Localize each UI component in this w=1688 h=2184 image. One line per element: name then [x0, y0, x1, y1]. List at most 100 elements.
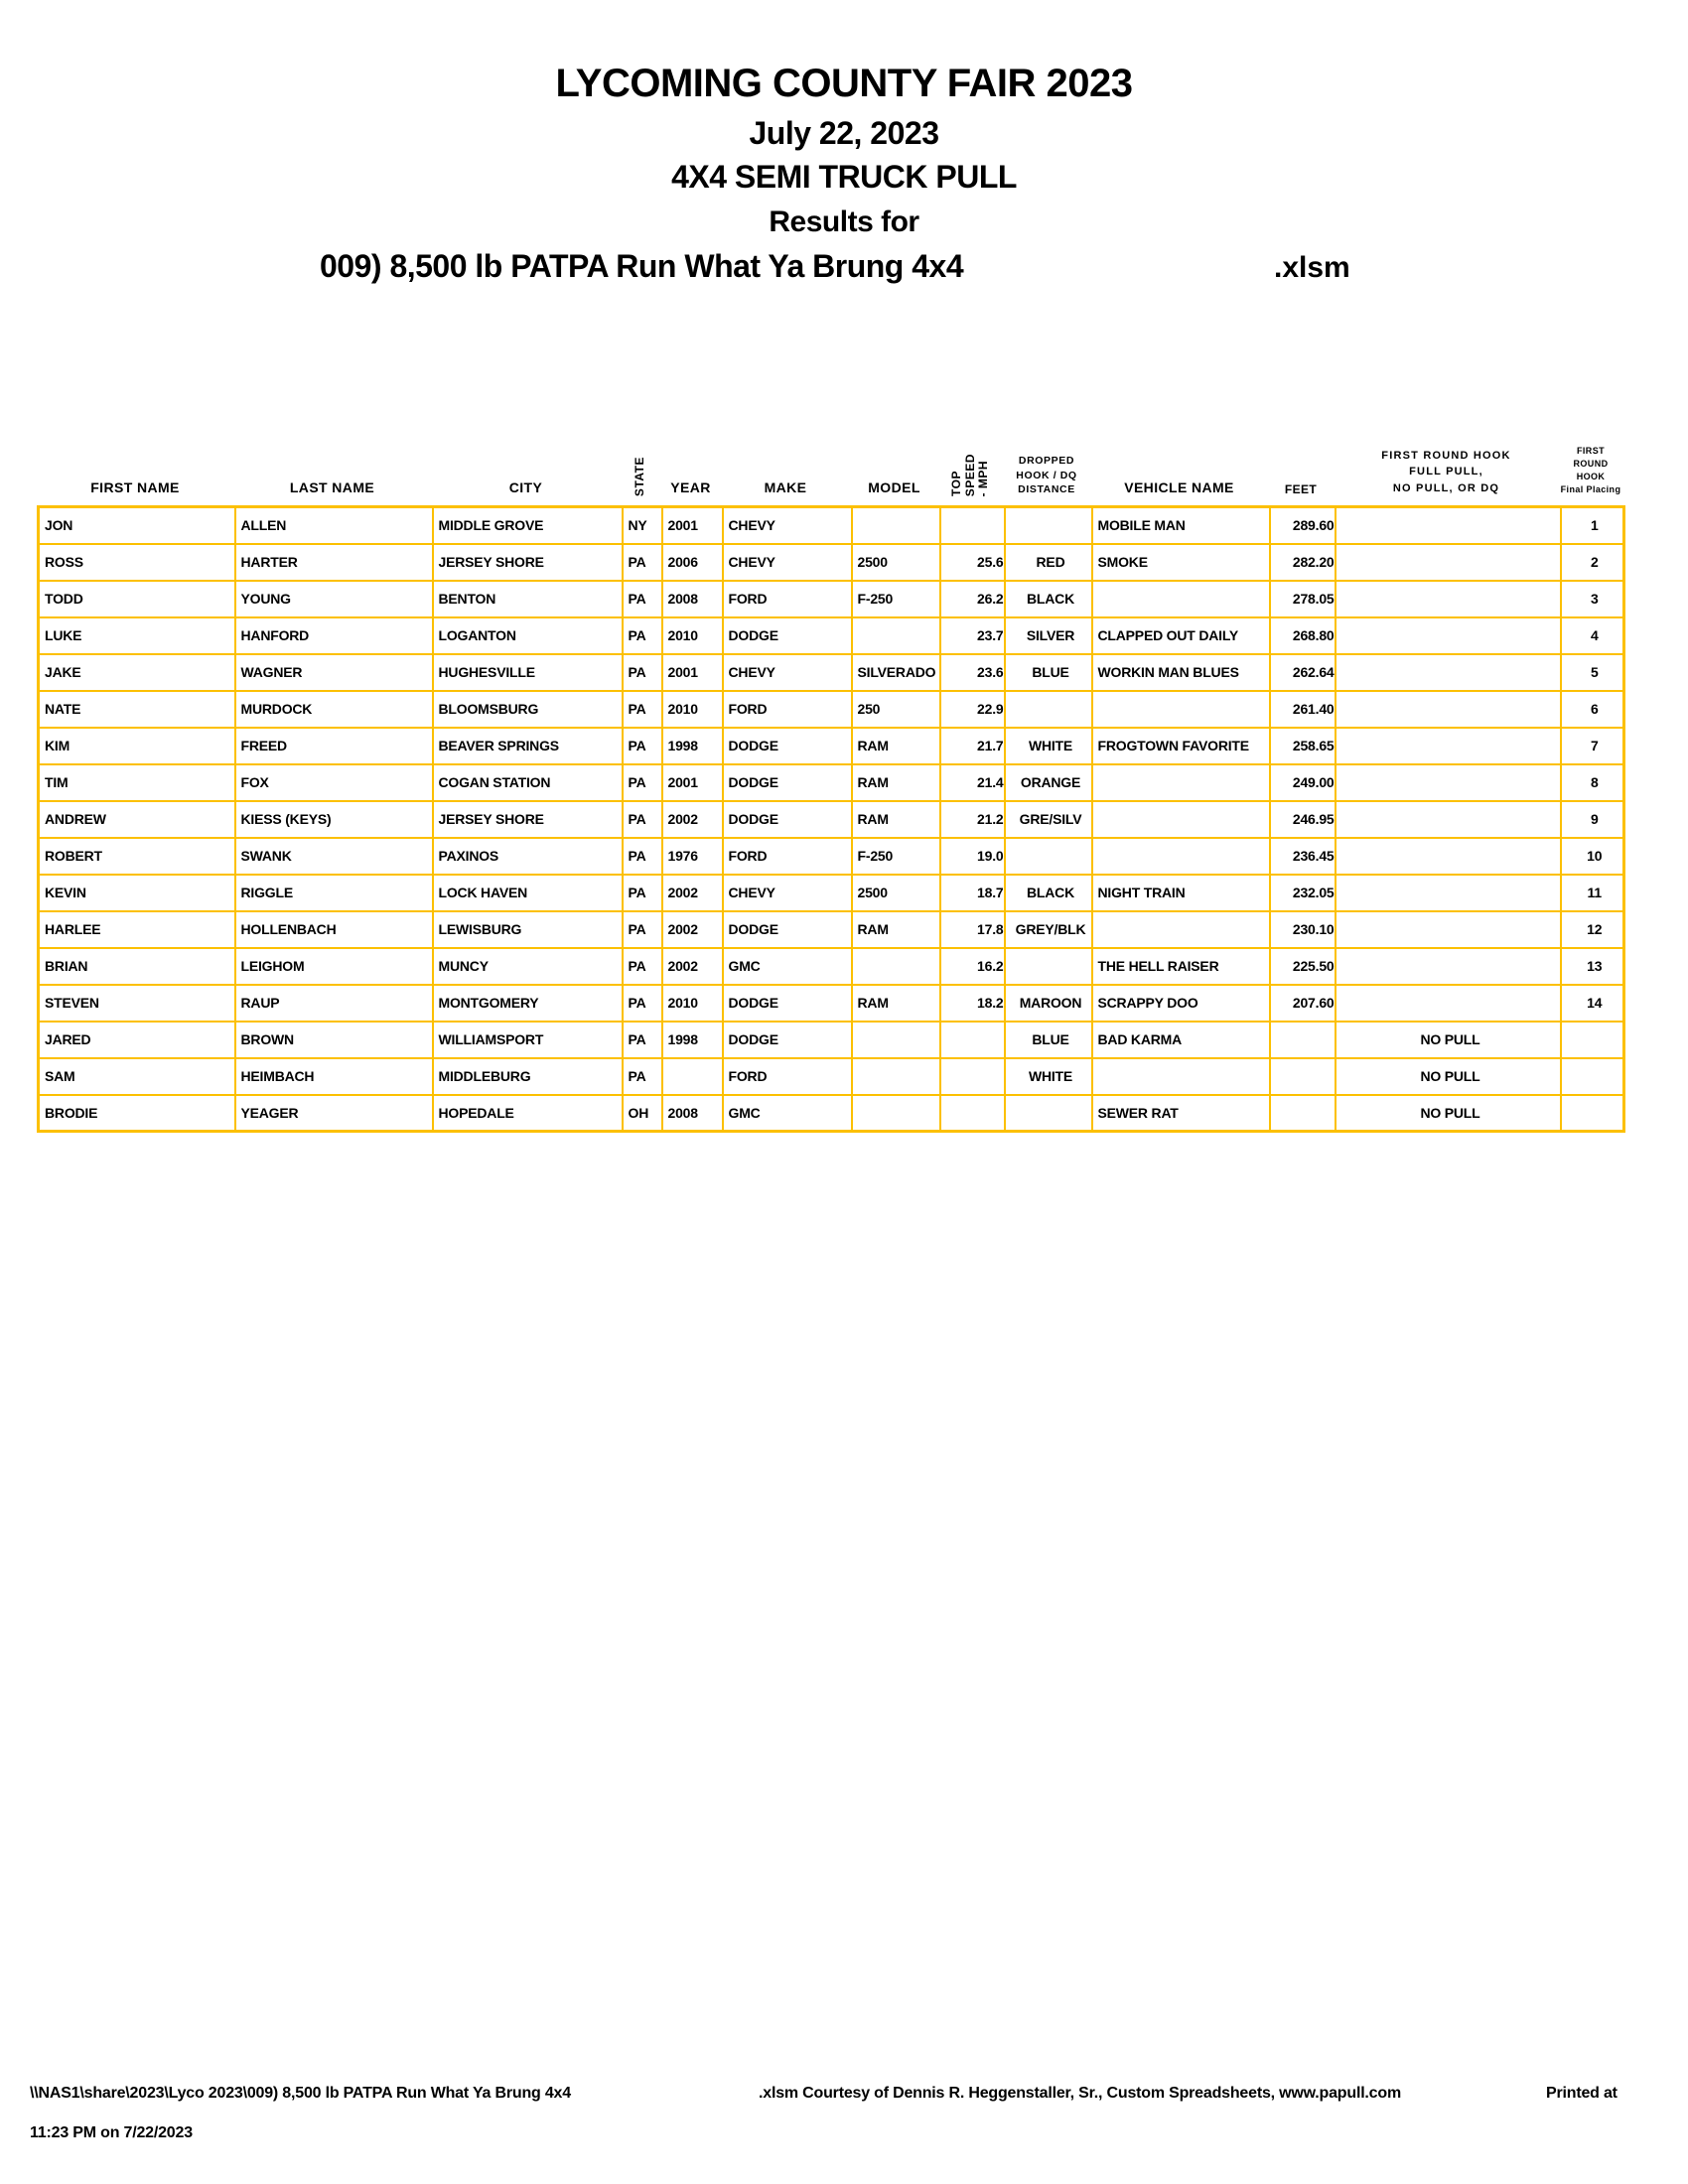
col-header-label: Final Placing — [1560, 483, 1621, 494]
cell-result — [1334, 946, 1562, 986]
cell-place: 1 — [1559, 505, 1625, 545]
cell-vehicle: CLAPPED OUT DAILY — [1090, 615, 1271, 655]
event-name: 4X4 SEMI TRUCK PULL — [671, 159, 1017, 195]
cell-result — [1334, 762, 1562, 802]
cell-city: HUGHESVILLE — [431, 652, 624, 692]
cell-place: 6 — [1559, 689, 1625, 729]
cell-place: 2 — [1559, 542, 1625, 582]
cell-year: 2008 — [660, 579, 724, 618]
cell-state: PA — [621, 946, 663, 986]
col-header-state: STATE — [621, 411, 660, 502]
cell-first: JON — [37, 505, 236, 545]
cell-feet: 278.05 — [1268, 579, 1336, 618]
cell-model: RAM — [850, 762, 941, 802]
cell-model: 2500 — [850, 873, 941, 912]
cell-feet — [1268, 1020, 1336, 1059]
cell-hook: BLUE — [1003, 652, 1093, 692]
cell-model: RAM — [850, 726, 941, 765]
cell-feet: 232.05 — [1268, 873, 1336, 912]
cell-state: PA — [621, 799, 663, 839]
cell-last: YEAGER — [233, 1093, 434, 1133]
cell-result: NO PULL — [1334, 1020, 1562, 1059]
cell-state: PA — [621, 615, 663, 655]
cell-first: BRIAN — [37, 946, 236, 986]
cell-last: HARTER — [233, 542, 434, 582]
cell-city: LOGANTON — [431, 615, 624, 655]
col-header-final-placing: FIRST ROUND HOOK Final Placing — [1559, 411, 1622, 502]
cell-speed — [938, 505, 1006, 545]
cell-speed: 26.2 — [938, 579, 1006, 618]
col-header-label: HOOK — [1576, 471, 1606, 481]
cell-speed: 18.7 — [938, 873, 1006, 912]
cell-make: DODGE — [721, 726, 853, 765]
col-header-year: YEAR — [660, 411, 721, 502]
cell-hook: BLUE — [1003, 1020, 1093, 1059]
footer-printed-at-label: Printed at — [1546, 2085, 1618, 2102]
cell-first: KEVIN — [37, 873, 236, 912]
results-table-body: JON ALLEN MIDDLE GROVE NY 2001 CHEVY MOBILE MA… — [37, 505, 1625, 1133]
cell-state: PA — [621, 579, 663, 618]
cell-make: DODGE — [721, 615, 853, 655]
cell-state: PA — [621, 652, 663, 692]
cell-year — [660, 1056, 724, 1096]
cell-feet: 230.10 — [1268, 909, 1336, 949]
cell-model: 250 — [850, 689, 941, 729]
cell-model: 2500 — [850, 542, 941, 582]
cell-first: BRODIE — [37, 1093, 236, 1133]
cell-speed: 22.9 — [938, 689, 1006, 729]
cell-hook: ORANGE — [1003, 762, 1093, 802]
col-header-label: FIRST ROUND — [1573, 445, 1609, 469]
cell-hook — [1003, 1093, 1093, 1133]
cell-year: 2006 — [660, 542, 724, 582]
cell-model: F-250 — [850, 579, 941, 618]
cell-first: HARLEE — [37, 909, 236, 949]
cell-first: NATE — [37, 689, 236, 729]
cell-result: NO PULL — [1334, 1093, 1562, 1133]
table-row: JARED BROWN WILLIAMSPORT PA 1998 DODGE BLUE BAD… — [37, 1020, 1625, 1059]
cell-first: JARED — [37, 1020, 236, 1059]
col-header-top-speed: TOP SPEED - MPH — [938, 411, 1003, 502]
cell-place: 5 — [1559, 652, 1625, 692]
cell-city: JERSEY SHORE — [431, 799, 624, 839]
page-title: LYCOMING COUNTY FAIR 2023 — [555, 62, 1133, 105]
cell-last: YOUNG — [233, 579, 434, 618]
cell-feet — [1268, 1056, 1336, 1096]
cell-city: COGAN STATION — [431, 762, 624, 802]
cell-year: 2010 — [660, 689, 724, 729]
cell-feet: 262.64 — [1268, 652, 1336, 692]
cell-model: RAM — [850, 983, 941, 1023]
results-for-label: Results for — [769, 205, 919, 238]
cell-vehicle — [1090, 689, 1271, 729]
table-row: ROBERT SWANK PAXINOS PA 1976 FORD F-250 19.0 236… — [37, 836, 1625, 876]
cell-vehicle: SMOKE — [1090, 542, 1271, 582]
cell-feet: 236.45 — [1268, 836, 1336, 876]
cell-make: CHEVY — [721, 542, 853, 582]
cell-place: 9 — [1559, 799, 1625, 839]
cell-hook: GREY/BLK — [1003, 909, 1093, 949]
col-header-label: FEET — [1284, 481, 1318, 496]
cell-vehicle — [1090, 909, 1271, 949]
cell-result: NO PULL — [1334, 1056, 1562, 1096]
col-header-first-name: FIRST NAME — [37, 411, 233, 502]
cell-hook: SILVER — [1003, 615, 1093, 655]
event-date: July 22, 2023 — [749, 115, 939, 151]
cell-model — [850, 615, 941, 655]
cell-hook — [1003, 689, 1093, 729]
cell-hook: RED — [1003, 542, 1093, 582]
cell-last: LEIGHOM — [233, 946, 434, 986]
cell-place: 7 — [1559, 726, 1625, 765]
cell-speed: 17.8 — [938, 909, 1006, 949]
class-title: 009) 8,500 lb PATPA Run What Ya Brung 4x… — [320, 248, 964, 284]
cell-city: LOCK HAVEN — [431, 873, 624, 912]
col-header-label: FIRST NAME — [90, 479, 180, 496]
cell-last: RIGGLE — [233, 873, 434, 912]
cell-first: KIM — [37, 726, 236, 765]
cell-result — [1334, 542, 1562, 582]
cell-vehicle: THE HELL RAISER — [1090, 946, 1271, 986]
table-row: ANDREW KIESS (KEYS) JERSEY SHORE PA 2002 DODG… — [37, 799, 1625, 839]
cell-make: DODGE — [721, 1020, 853, 1059]
col-header-label: LAST NAME — [289, 479, 375, 496]
cell-city: BENTON — [431, 579, 624, 618]
table-row: NATE MURDOCK BLOOMSBURG PA 2010 FORD 250 22.9 26… — [37, 689, 1625, 729]
cell-result — [1334, 909, 1562, 949]
